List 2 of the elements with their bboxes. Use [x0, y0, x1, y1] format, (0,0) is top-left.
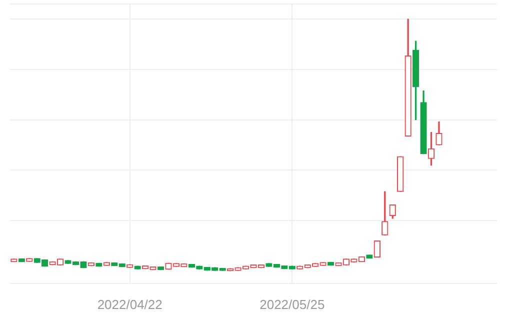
x-tick-label: 2022/05/25 — [260, 296, 325, 312]
x-tick-label: 2022/04/22 — [97, 296, 162, 312]
